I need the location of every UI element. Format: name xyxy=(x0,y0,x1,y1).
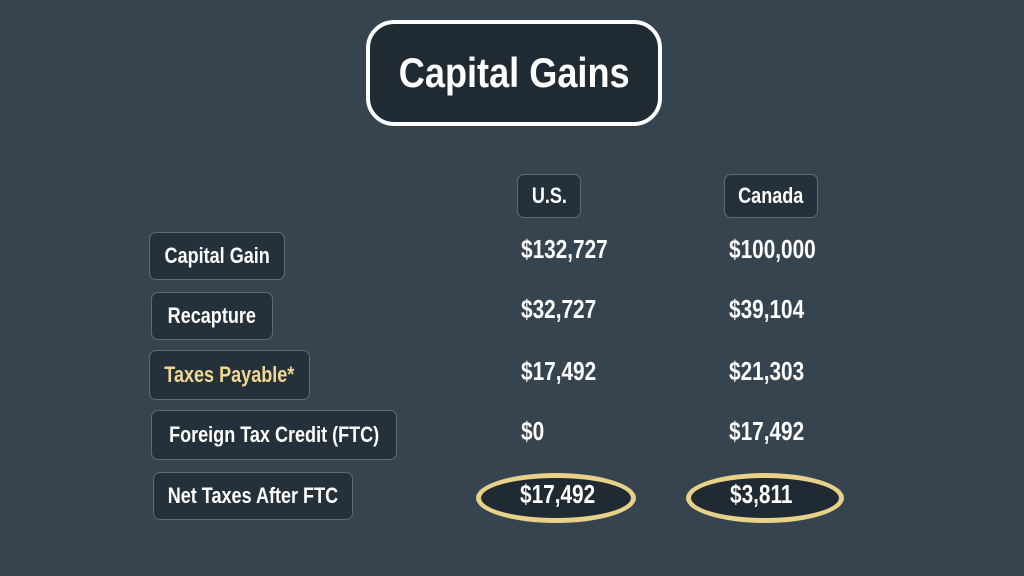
canada-capital-gain-value: $100,000 xyxy=(729,234,816,264)
row-label-text: Net Taxes After FTC xyxy=(167,483,339,508)
row-label-recapture: Recapture xyxy=(151,292,273,340)
canada-ftc-value: $17,492 xyxy=(729,416,805,446)
page-title: Capital Gains xyxy=(398,49,630,96)
row-label-text: Taxes Payable* xyxy=(164,362,295,387)
row-label-text: Capital Gain xyxy=(164,243,270,268)
column-header-canada-label: Canada xyxy=(738,183,804,208)
us-ftc-value: $0 xyxy=(521,416,545,446)
column-header-us: U.S. xyxy=(517,174,581,218)
canada-net-taxes-value: $3,811 xyxy=(730,479,793,509)
title-box: Capital Gains xyxy=(366,20,662,126)
canada-taxes-payable-value: $21,303 xyxy=(729,356,805,386)
row-label-net-taxes: Net Taxes After FTC xyxy=(153,472,353,520)
us-taxes-payable-value: $17,492 xyxy=(521,356,597,386)
row-label-foreign-tax-credit: Foreign Tax Credit (FTC) xyxy=(151,410,397,460)
row-label-capital-gain: Capital Gain xyxy=(149,232,285,280)
us-capital-gain-value: $132,727 xyxy=(521,234,608,264)
column-header-canada: Canada xyxy=(724,174,818,218)
us-net-taxes-value: $17,492 xyxy=(520,479,596,509)
title-inner-border xyxy=(375,29,653,117)
row-label-text: Recapture xyxy=(167,303,257,328)
column-header-us-label: U.S. xyxy=(531,183,567,208)
us-recapture-value: $32,727 xyxy=(521,294,597,324)
canada-net-taxes-highlight-oval xyxy=(686,473,844,523)
row-label-text: Foreign Tax Credit (FTC) xyxy=(168,422,380,447)
us-net-taxes-highlight-oval xyxy=(476,473,636,523)
canada-recapture-value: $39,104 xyxy=(729,294,805,324)
row-label-taxes-payable: Taxes Payable* xyxy=(149,350,310,400)
